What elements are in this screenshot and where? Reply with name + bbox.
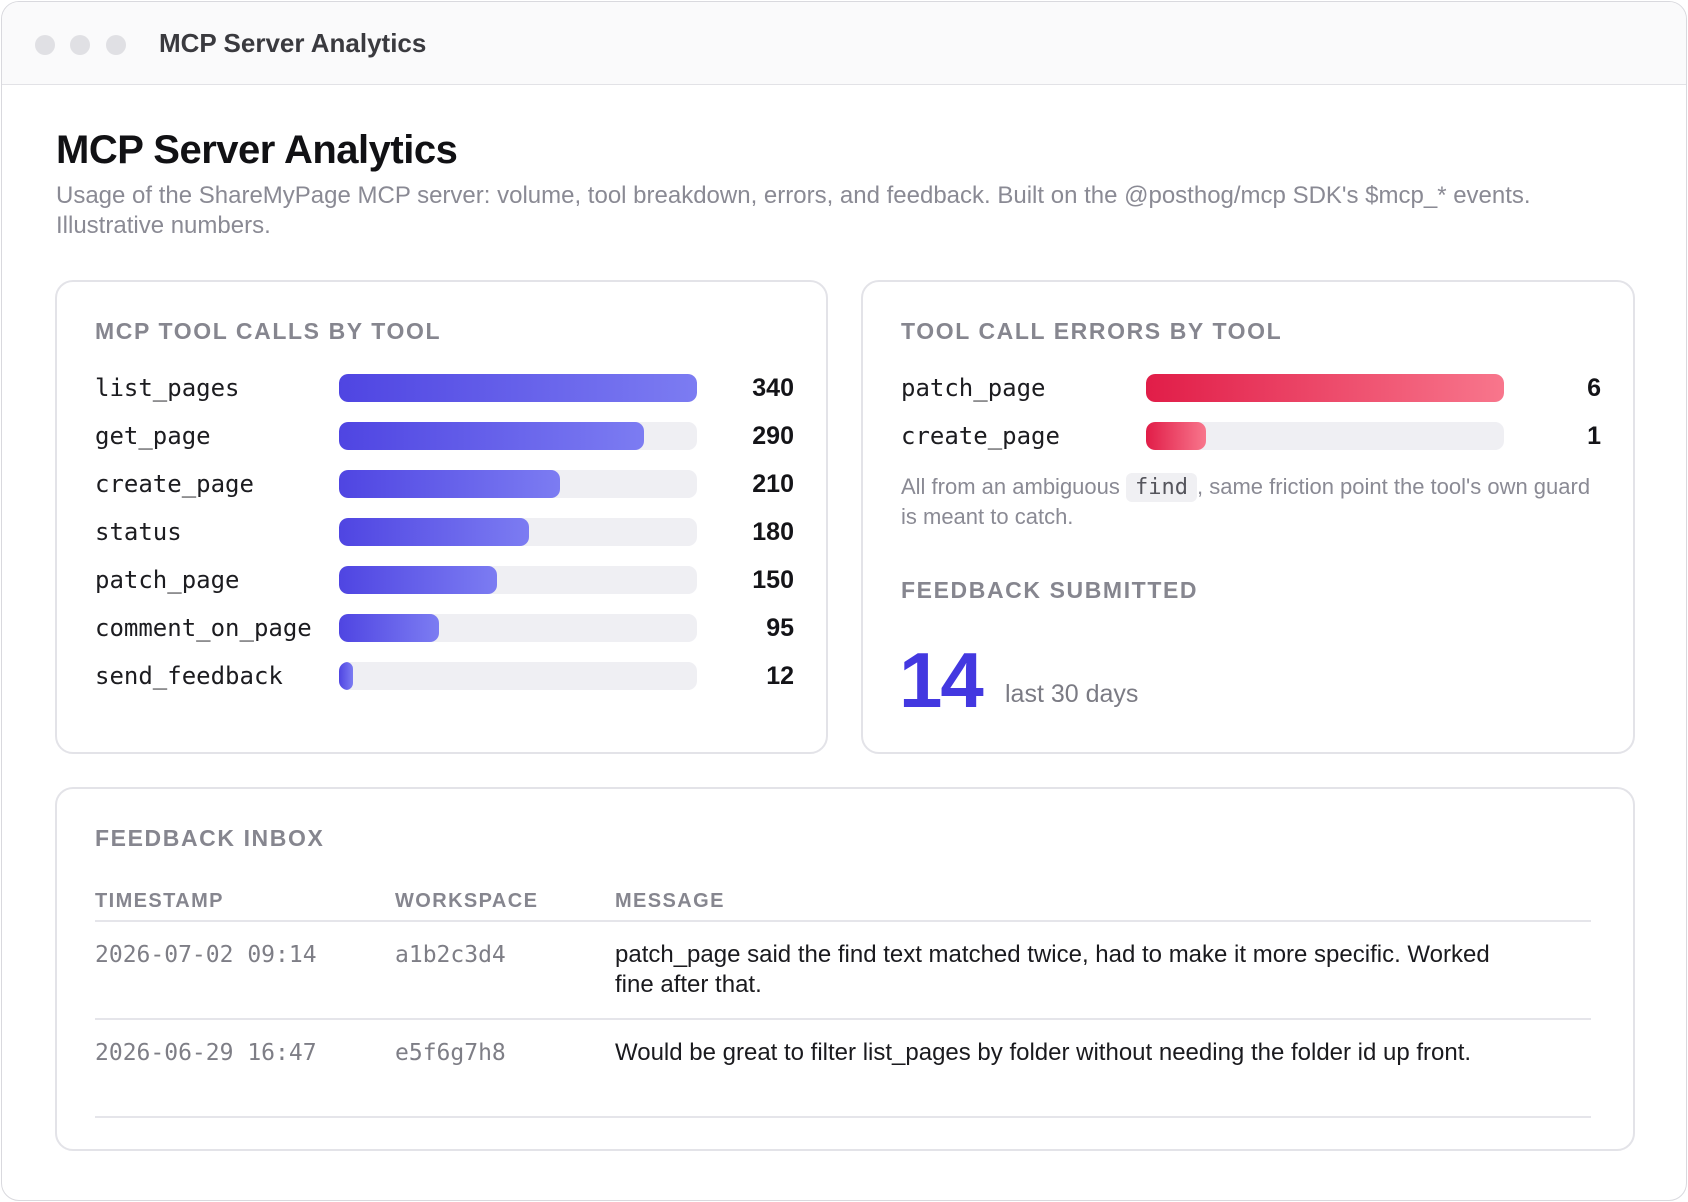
workspace-cell: a1b2c3d4 — [395, 942, 506, 968]
zoom-window-button[interactable] — [106, 35, 126, 55]
bar-fill — [339, 470, 561, 498]
tool-count: 180 — [752, 518, 794, 546]
bar-fill — [339, 374, 697, 402]
tool-label: status — [95, 518, 182, 546]
tool-count: 340 — [752, 374, 794, 402]
tool-count: 210 — [752, 470, 794, 498]
feedback-submitted-heading: FEEDBACK SUBMITTED — [901, 577, 1199, 603]
tool-label: patch_page — [901, 374, 1046, 402]
bar-track — [339, 518, 697, 546]
tool-count: 6 — [1587, 374, 1601, 402]
tool-calls-card: MCP TOOL CALLS BY TOOL list_pages 340 get_… — [55, 280, 828, 754]
row-divider — [95, 1018, 1591, 1020]
page-title: MCP Server Analytics — [56, 128, 458, 172]
tool-label: send_feedback — [95, 662, 283, 690]
row-divider — [95, 1116, 1591, 1118]
title-bar: MCP Server Analytics — [2, 2, 1686, 85]
tool-label: get_page — [95, 422, 211, 450]
bar-track — [339, 422, 697, 450]
errors-note: All from an ambiguous find, same frictio… — [901, 472, 1601, 531]
message-cell: Would be great to filter list_pages by f… — [615, 1039, 1472, 1066]
workspace-cell: e5f6g7h8 — [395, 1040, 506, 1066]
tool-label: comment_on_page — [95, 614, 312, 642]
page-subtitle: Usage of the ShareMyPage MCP server: vol… — [56, 182, 1531, 239]
bar-fill — [1146, 422, 1206, 450]
bar-track — [339, 470, 697, 498]
window-title: MCP Server Analytics — [159, 28, 427, 58]
bar-fill — [339, 518, 529, 546]
errors-note-end: , same friction point the tool's own gua… — [901, 474, 1591, 529]
bar-track — [339, 662, 697, 690]
tool-label: create_page — [901, 422, 1060, 450]
minimize-window-button[interactable] — [70, 35, 90, 55]
bar-fill — [339, 662, 353, 690]
tool-count: 1 — [1587, 422, 1601, 450]
bar-track — [339, 614, 697, 642]
column-header-timestamp[interactable]: TIMESTAMP — [95, 890, 224, 912]
feedback-inbox-heading: FEEDBACK INBOX — [95, 825, 325, 851]
tool-label: list_pages — [95, 374, 240, 402]
close-window-button[interactable] — [35, 35, 55, 55]
message-cell: patch_page said the find text matched tw… — [615, 941, 1490, 998]
tool-errors-card: TOOL CALL ERRORS BY TOOL patch_page 6 crea… — [861, 280, 1635, 754]
feedback-period: last 30 days — [1005, 680, 1139, 708]
bar-fill — [339, 566, 497, 594]
feedback-inbox-card: FEEDBACK INBOX TIMESTAMP WORKSPACE MESSA… — [55, 787, 1635, 1151]
timestamp-cell: 2026-06-29 16:47 — [95, 1040, 317, 1066]
feedback-count: 14 — [899, 636, 984, 724]
tool-calls-heading: MCP TOOL CALLS BY TOOL — [95, 318, 442, 344]
tool-count: 150 — [752, 566, 794, 594]
column-header-workspace[interactable]: WORKSPACE — [395, 890, 539, 912]
timestamp-cell: 2026-07-02 09:14 — [95, 942, 317, 968]
tool-count: 12 — [766, 662, 794, 690]
find-code: find — [1126, 473, 1197, 502]
tool-label: create_page — [95, 470, 254, 498]
header-divider — [95, 920, 1591, 922]
tool-count: 290 — [752, 422, 794, 450]
bar-track — [1146, 374, 1504, 402]
bar-track — [339, 566, 697, 594]
bar-track — [339, 374, 697, 402]
tool-label: patch_page — [95, 566, 240, 594]
column-header-message[interactable]: MESSAGE — [615, 890, 725, 912]
bar-fill — [1146, 374, 1504, 402]
errors-note-start: All from an ambiguous — [901, 474, 1120, 499]
bar-fill — [339, 422, 645, 450]
bar-track — [1146, 422, 1504, 450]
tool-count: 95 — [766, 614, 794, 642]
bar-fill — [339, 614, 440, 642]
tool-errors-heading: TOOL CALL ERRORS BY TOOL — [901, 318, 1283, 344]
